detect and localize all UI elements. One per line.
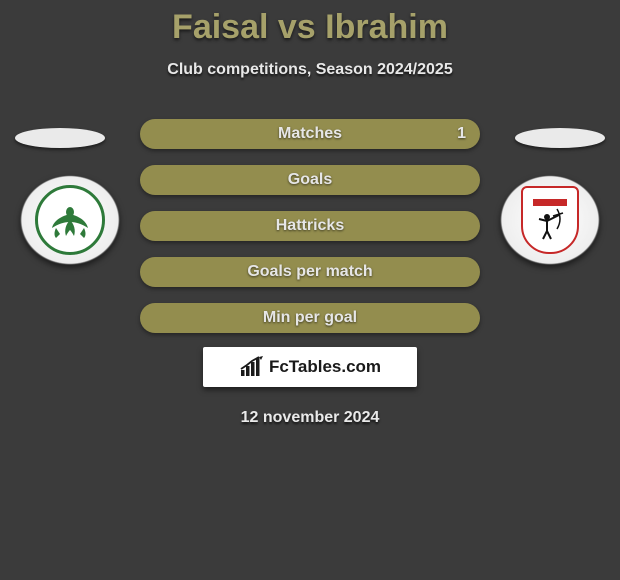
stat-row-min-per-goal: Min per goal [140, 303, 480, 333]
eagle-crest-icon [35, 185, 105, 255]
club-badge-right [500, 175, 600, 265]
brand-attribution[interactable]: FcTables.com [203, 347, 417, 387]
subtitle: Club competitions, Season 2024/2025 [0, 61, 620, 79]
infographic-container: Faisal vs Ibrahim Club competitions, Sea… [0, 0, 620, 580]
stat-row-hattricks: Hattricks [140, 211, 480, 241]
bar-chart-icon [239, 356, 265, 378]
stat-row-matches: Matches 1 [140, 119, 480, 149]
stat-row-goals-per-match: Goals per match [140, 257, 480, 287]
stat-label: Goals [288, 171, 332, 189]
date-label: 12 november 2024 [0, 409, 620, 427]
archer-shield-icon [521, 186, 579, 254]
stat-label: Matches [278, 125, 342, 143]
stat-label: Min per goal [263, 309, 357, 327]
brand-text: FcTables.com [269, 357, 381, 377]
stat-value-right: 1 [457, 125, 466, 143]
club-badge-left [20, 175, 120, 265]
page-title: Faisal vs Ibrahim [0, 8, 620, 47]
stat-label: Hattricks [276, 217, 344, 235]
player-photo-slot-left [15, 128, 105, 148]
player-photo-slot-right [515, 128, 605, 148]
stat-label: Goals per match [247, 263, 372, 281]
stat-row-goals: Goals [140, 165, 480, 195]
